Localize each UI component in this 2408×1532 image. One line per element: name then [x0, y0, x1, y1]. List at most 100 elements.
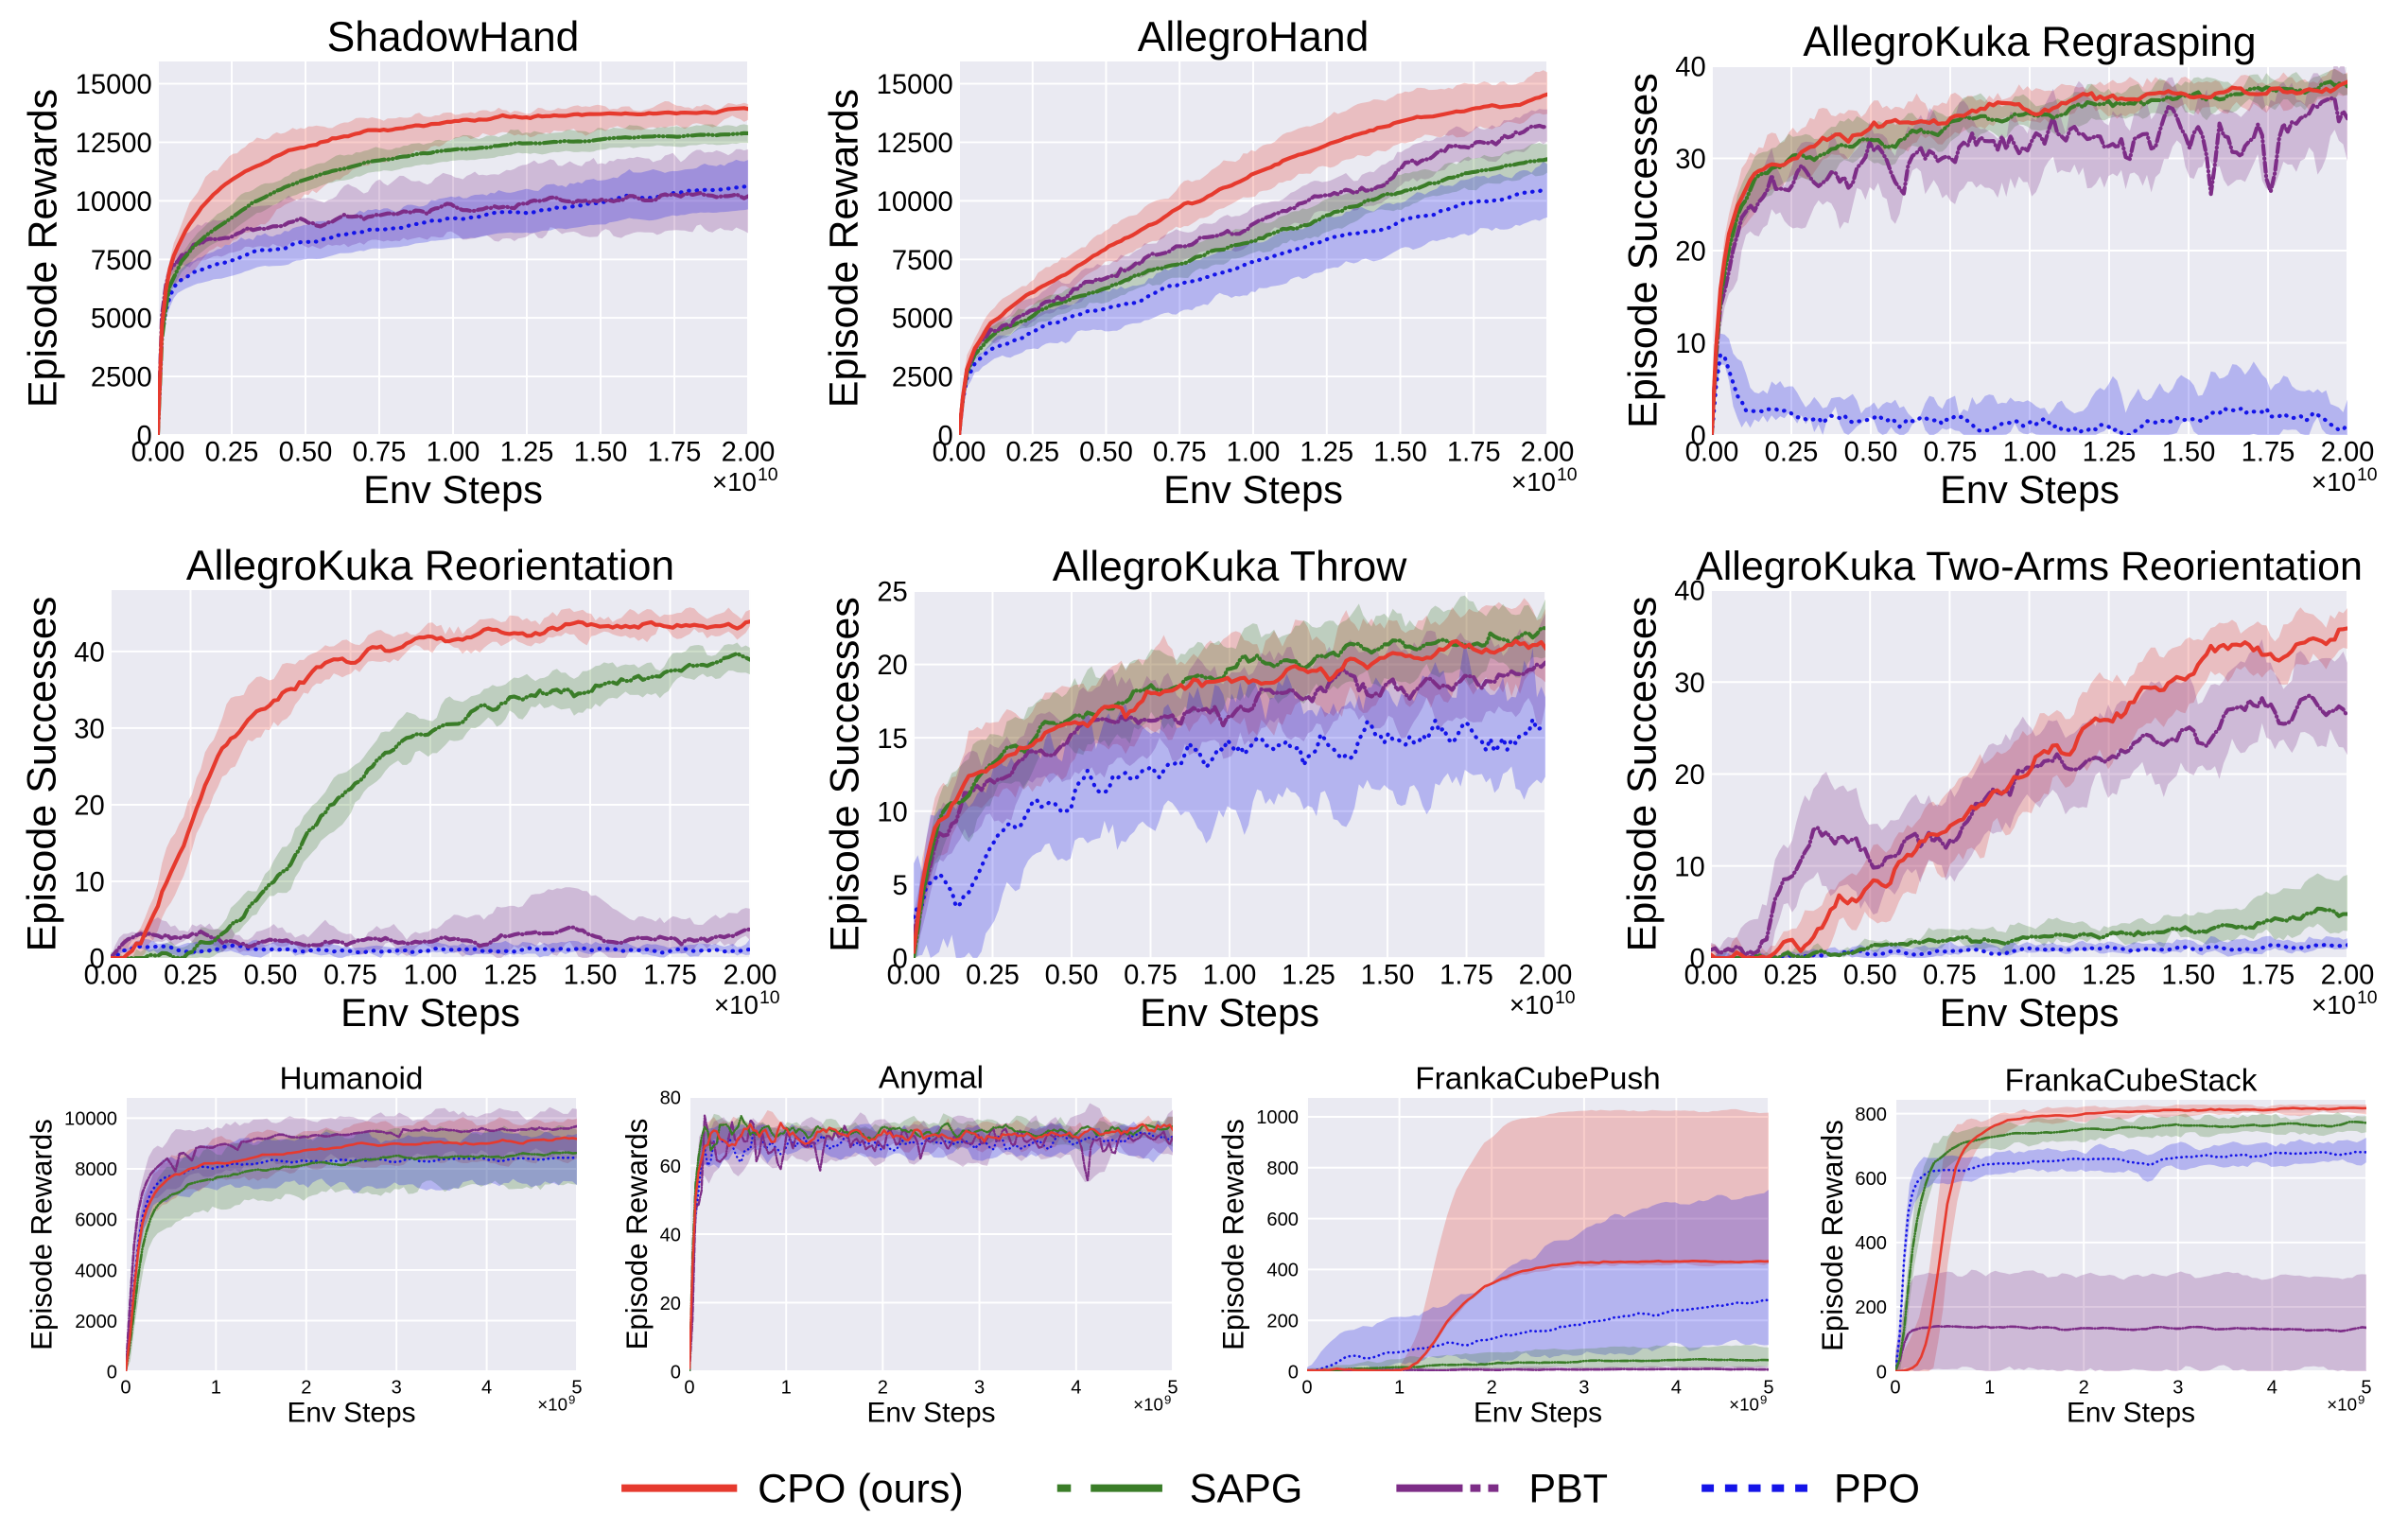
svg-text:0.00: 0.00	[933, 437, 986, 467]
svg-text:AllegroKuka Reorientation: AllegroKuka Reorientation	[186, 543, 674, 589]
svg-text:0: 0	[1890, 1378, 1900, 1399]
svg-text:10: 10	[758, 464, 778, 485]
svg-text:×10: ×10	[1511, 467, 1556, 496]
svg-text:5: 5	[2361, 1378, 2371, 1399]
svg-text:7500: 7500	[91, 246, 152, 276]
svg-text:0: 0	[1876, 1362, 1887, 1383]
svg-text:10: 10	[1557, 464, 1578, 485]
svg-text:2: 2	[301, 1378, 311, 1399]
svg-text:2: 2	[878, 1378, 888, 1399]
svg-text:600: 600	[1855, 1169, 1887, 1190]
svg-text:3: 3	[1579, 1378, 1589, 1399]
svg-text:0.25: 0.25	[1765, 437, 1819, 467]
svg-text:1.00: 1.00	[1227, 437, 1281, 467]
svg-text:0: 0	[938, 422, 953, 452]
svg-text:1.75: 1.75	[1440, 960, 1493, 990]
svg-text:2500: 2500	[91, 363, 152, 393]
svg-text:0: 0	[1690, 945, 1705, 975]
svg-text:0.00: 0.00	[1685, 437, 1739, 467]
svg-text:10: 10	[74, 868, 104, 898]
svg-text:4: 4	[1671, 1378, 1682, 1399]
svg-text:1.00: 1.00	[427, 437, 480, 467]
svg-text:30: 30	[1675, 145, 1705, 175]
svg-text:×10: ×10	[1729, 1395, 1759, 1415]
svg-text:Env Steps: Env Steps	[1940, 990, 2120, 1035]
svg-text:0.75: 0.75	[1923, 960, 1977, 990]
svg-text:1.50: 1.50	[1373, 437, 1427, 467]
svg-text:200: 200	[1266, 1311, 1299, 1332]
svg-text:9: 9	[1164, 1393, 1171, 1407]
svg-text:15000: 15000	[877, 70, 953, 100]
svg-text:×10: ×10	[537, 1395, 567, 1415]
svg-text:Env Steps: Env Steps	[1140, 990, 1319, 1035]
svg-text:Env Steps: Env Steps	[1940, 467, 2120, 512]
svg-text:2.00: 2.00	[2321, 437, 2375, 467]
svg-text:0.50: 0.50	[279, 437, 333, 467]
svg-text:0.50: 0.50	[244, 960, 298, 990]
svg-text:Episode Rewards: Episode Rewards	[1816, 1120, 1849, 1351]
svg-text:10: 10	[877, 797, 907, 827]
svg-text:0.75: 0.75	[1153, 437, 1207, 467]
svg-text:4: 4	[1071, 1378, 1081, 1399]
svg-text:10: 10	[2357, 987, 2378, 1008]
svg-text:5: 5	[1167, 1378, 1178, 1399]
svg-text:12500: 12500	[877, 129, 953, 159]
svg-text:20: 20	[1675, 237, 1705, 268]
svg-text:0: 0	[1288, 1362, 1299, 1383]
svg-text:1.50: 1.50	[574, 437, 628, 467]
svg-text:1.25: 1.25	[2083, 437, 2137, 467]
svg-text:40: 40	[660, 1225, 681, 1245]
svg-text:Episode Rewards: Episode Rewards	[1217, 1119, 1250, 1350]
svg-text:2.00: 2.00	[2321, 960, 2375, 990]
svg-text:PPO: PPO	[1834, 1467, 1920, 1512]
svg-text:0.75: 0.75	[353, 437, 407, 467]
svg-text:40: 40	[1674, 577, 1704, 607]
svg-text:Anymal: Anymal	[879, 1060, 984, 1095]
svg-text:9: 9	[2358, 1393, 2364, 1407]
svg-text:20: 20	[660, 1294, 681, 1314]
svg-text:CPO (ours): CPO (ours)	[758, 1467, 964, 1512]
svg-text:Episode Rewards: Episode Rewards	[620, 1119, 654, 1350]
svg-text:25: 25	[877, 578, 907, 608]
svg-text:10: 10	[1675, 329, 1705, 359]
svg-text:2.00: 2.00	[1521, 437, 1575, 467]
svg-text:8000: 8000	[75, 1159, 117, 1180]
svg-text:0.00: 0.00	[84, 960, 138, 990]
svg-text:×10: ×10	[712, 467, 757, 496]
svg-text:10: 10	[759, 987, 780, 1008]
svg-text:4: 4	[481, 1378, 492, 1399]
svg-text:2.00: 2.00	[1519, 960, 1573, 990]
svg-text:5000: 5000	[892, 305, 953, 335]
svg-text:10000: 10000	[76, 187, 152, 218]
svg-text:10: 10	[1674, 852, 1704, 882]
svg-text:1.75: 1.75	[648, 437, 702, 467]
svg-text:5000: 5000	[91, 305, 152, 335]
svg-text:Humanoid: Humanoid	[280, 1061, 424, 1096]
svg-text:400: 400	[1855, 1233, 1887, 1254]
svg-text:4000: 4000	[75, 1261, 117, 1281]
svg-text:800: 800	[1855, 1105, 1887, 1125]
svg-text:600: 600	[1266, 1210, 1299, 1230]
svg-text:10: 10	[1555, 987, 1576, 1008]
svg-text:80: 80	[660, 1088, 681, 1108]
svg-text:3: 3	[2172, 1378, 2183, 1399]
svg-text:7500: 7500	[892, 246, 953, 276]
svg-text:0: 0	[90, 945, 105, 975]
svg-text:200: 200	[1855, 1297, 1887, 1318]
svg-text:FrankaCubeStack: FrankaCubeStack	[2005, 1063, 2258, 1098]
svg-text:0: 0	[1301, 1378, 1312, 1399]
svg-text:×10: ×10	[2312, 990, 2356, 1019]
svg-text:Episode Successes: Episode Successes	[1620, 73, 1666, 428]
svg-text:5: 5	[893, 871, 908, 901]
svg-text:Env Steps: Env Steps	[1163, 467, 1343, 512]
svg-text:Env Steps: Env Steps	[340, 990, 520, 1035]
svg-text:×10: ×10	[1509, 990, 1554, 1019]
svg-text:0: 0	[671, 1362, 681, 1383]
svg-text:0.75: 0.75	[1124, 960, 1178, 990]
svg-text:Episode Rewards: Episode Rewards	[21, 89, 66, 408]
svg-text:FrankaCubePush: FrankaCubePush	[1415, 1061, 1660, 1096]
svg-text:AllegroKuka Regrasping: AllegroKuka Regrasping	[1803, 19, 2256, 65]
svg-text:1.75: 1.75	[2241, 960, 2295, 990]
svg-text:1.25: 1.25	[483, 960, 537, 990]
svg-text:3: 3	[392, 1378, 402, 1399]
